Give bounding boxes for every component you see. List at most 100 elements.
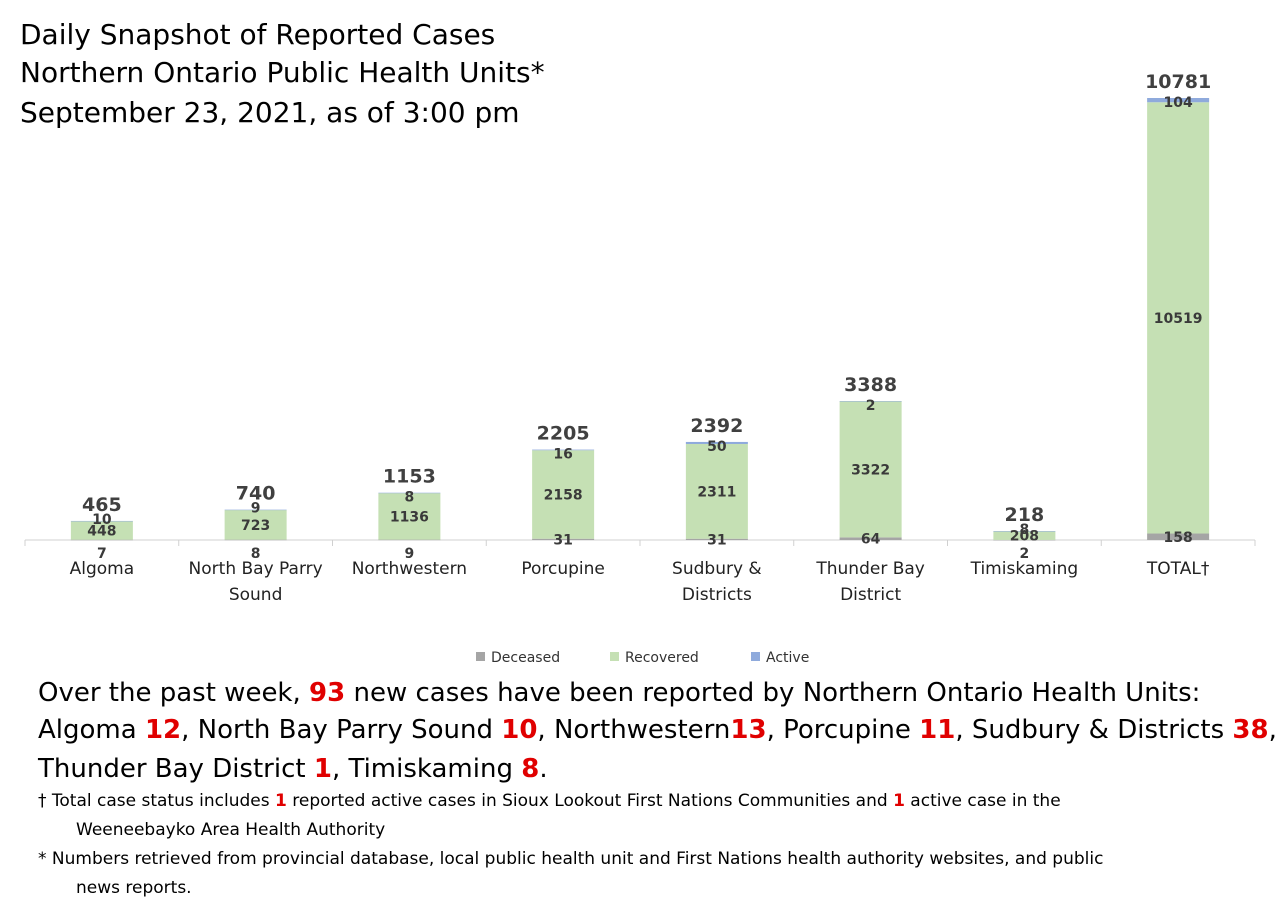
data-label-deceased: 2: [1020, 546, 1030, 562]
bar-active-segment: [993, 531, 1056, 532]
data-label-active: 10: [92, 512, 112, 528]
bar-active-segment: [685, 441, 748, 444]
unit-name: North Bay Parry Sound: [197, 715, 493, 745]
bar-deceased-segment: [378, 539, 441, 541]
x-tick-label: Porcupine: [521, 559, 605, 579]
unit-new-cases: 38: [1232, 715, 1269, 745]
separator: ,: [537, 715, 554, 745]
data-label-total: 740: [236, 483, 276, 505]
unit-new-cases: 11: [919, 715, 956, 745]
data-label-total: 465: [82, 494, 122, 516]
bar-deceased-segment: [839, 537, 902, 540]
unit-new-cases: 1: [313, 754, 332, 784]
x-tick-label: Algoma: [70, 559, 135, 579]
data-label-deceased: 31: [707, 532, 726, 548]
bar-active-segment: [532, 449, 595, 451]
data-label-total: 3388: [844, 374, 897, 396]
data-label-active: 8: [1020, 522, 1030, 538]
data-label-recovered: 2158: [544, 487, 583, 503]
footnote-count: 1: [275, 791, 287, 811]
bar-recovered-segment: [224, 510, 287, 540]
bar-deceased-segment: [685, 538, 748, 540]
data-label-active: 9: [251, 501, 261, 517]
unit-name: Sudbury & Districts: [971, 715, 1225, 745]
separator: .: [539, 754, 548, 784]
bar-recovered-segment: [1147, 102, 1210, 534]
data-label-recovered: 723: [241, 518, 270, 534]
data-label-recovered: 3322: [851, 462, 890, 478]
footnote-text: Weeneebayko Area Health Authority: [76, 820, 386, 840]
bar-deceased-segment: [70, 539, 133, 541]
data-label-total: 2392: [690, 415, 743, 437]
data-label-deceased: 158: [1164, 530, 1193, 546]
data-label-total: 218: [1005, 504, 1045, 526]
chart-title-line-3: September 23, 2021, as of 3:00 pm: [20, 96, 520, 129]
unit-new-cases: 12: [144, 715, 182, 745]
footnote-text: news reports.: [76, 878, 192, 898]
legend-swatch-deceased: [476, 652, 485, 661]
bar-active-segment: [839, 401, 902, 402]
separator: ,: [1268, 715, 1277, 745]
separator: ,: [955, 715, 972, 745]
summary-intro-pre: Over the past week,: [38, 678, 310, 708]
legend-swatch-recovered: [610, 652, 619, 661]
x-tick-label: Thunder Bay: [815, 559, 925, 579]
bar-recovered-segment: [839, 401, 902, 538]
x-tick-label: Sudbury &: [672, 559, 762, 579]
data-label-deceased: 7: [97, 546, 107, 562]
weekly-summary-line-1: Over the past week, 93 new cases have be…: [38, 674, 1273, 713]
data-label-deceased: 8: [251, 546, 261, 562]
separator: ,: [766, 715, 784, 745]
bar-recovered-segment: [685, 443, 748, 539]
data-label-deceased: 64: [861, 532, 881, 548]
data-label-recovered: 448: [87, 524, 116, 540]
unit-new-cases: 8: [521, 754, 540, 784]
data-label-recovered: 1136: [390, 509, 429, 525]
weekly-summary-line-2: Algoma 12, North Bay Parry Sound 10, Nor…: [38, 711, 1277, 750]
x-tick-label: Sound: [229, 585, 283, 605]
separator: ,: [181, 715, 198, 745]
legend-label-active: Active: [766, 650, 809, 666]
data-label-active: 50: [707, 439, 727, 455]
unit-name: Porcupine: [783, 715, 911, 745]
bar-active-segment: [70, 520, 133, 522]
unit-name: Thunder Bay District: [38, 754, 306, 784]
data-label-recovered: 10519: [1154, 311, 1203, 327]
x-tick-label: District: [840, 585, 901, 605]
data-label-total: 2205: [537, 423, 590, 445]
footnote-text: * Numbers retrieved from provincial data…: [38, 849, 1104, 869]
summary-intro-post: new cases have been reported by Northern…: [345, 678, 1201, 708]
x-tick-label: Timiskaming: [970, 559, 1079, 579]
data-label-active: 16: [553, 447, 572, 463]
footnote-text: reported active cases in Sioux Lookout F…: [286, 791, 894, 811]
x-tick-label: Northwestern: [352, 559, 467, 579]
bar-recovered-segment: [378, 493, 441, 540]
bar-recovered-segment: [532, 450, 595, 539]
footnote-count: 1: [893, 791, 905, 811]
weekly-summary-line-3: Thunder Bay District 1, Timiskaming 8.: [38, 750, 1273, 789]
separator: ,: [331, 754, 349, 784]
x-tick-label: Districts: [682, 585, 752, 605]
bar-recovered-segment: [70, 521, 133, 540]
footnote-text: active case in the: [904, 791, 1061, 811]
footnote-star: * Numbers retrieved from provincial data…: [38, 845, 1273, 903]
legend-label-recovered: Recovered: [625, 650, 699, 666]
data-label-total: 10781: [1145, 71, 1211, 93]
unit-new-cases: 13: [730, 715, 767, 745]
legend-swatch-active: [751, 652, 760, 661]
bar-active-segment: [224, 509, 287, 511]
data-label-active: 104: [1164, 95, 1193, 111]
footnote-dagger: † Total case status includes 1 reported …: [38, 787, 1273, 845]
bar-deceased-segment: [1147, 533, 1210, 540]
data-label-active: 8: [405, 490, 415, 506]
chart-title-line-2: Northern Ontario Public Health Units*: [20, 56, 545, 89]
data-label-recovered: 208: [1010, 529, 1039, 545]
bar-deceased-segment: [993, 539, 1056, 541]
data-label-deceased: 31: [553, 532, 572, 548]
data-label-active: 2: [866, 398, 876, 414]
unit-new-cases: 10: [501, 715, 538, 745]
data-label-recovered: 2311: [697, 484, 736, 500]
footnote-text: † Total case status includes: [38, 791, 275, 811]
unit-name: Algoma: [38, 715, 137, 745]
bar-active-segment: [1147, 98, 1210, 103]
